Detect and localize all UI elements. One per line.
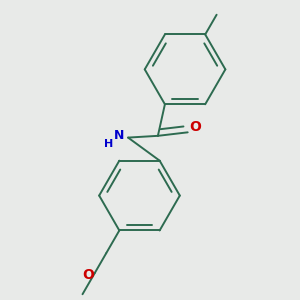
Text: H: H: [104, 139, 113, 149]
Text: O: O: [82, 268, 94, 282]
Text: O: O: [190, 120, 201, 134]
Text: N: N: [114, 129, 124, 142]
